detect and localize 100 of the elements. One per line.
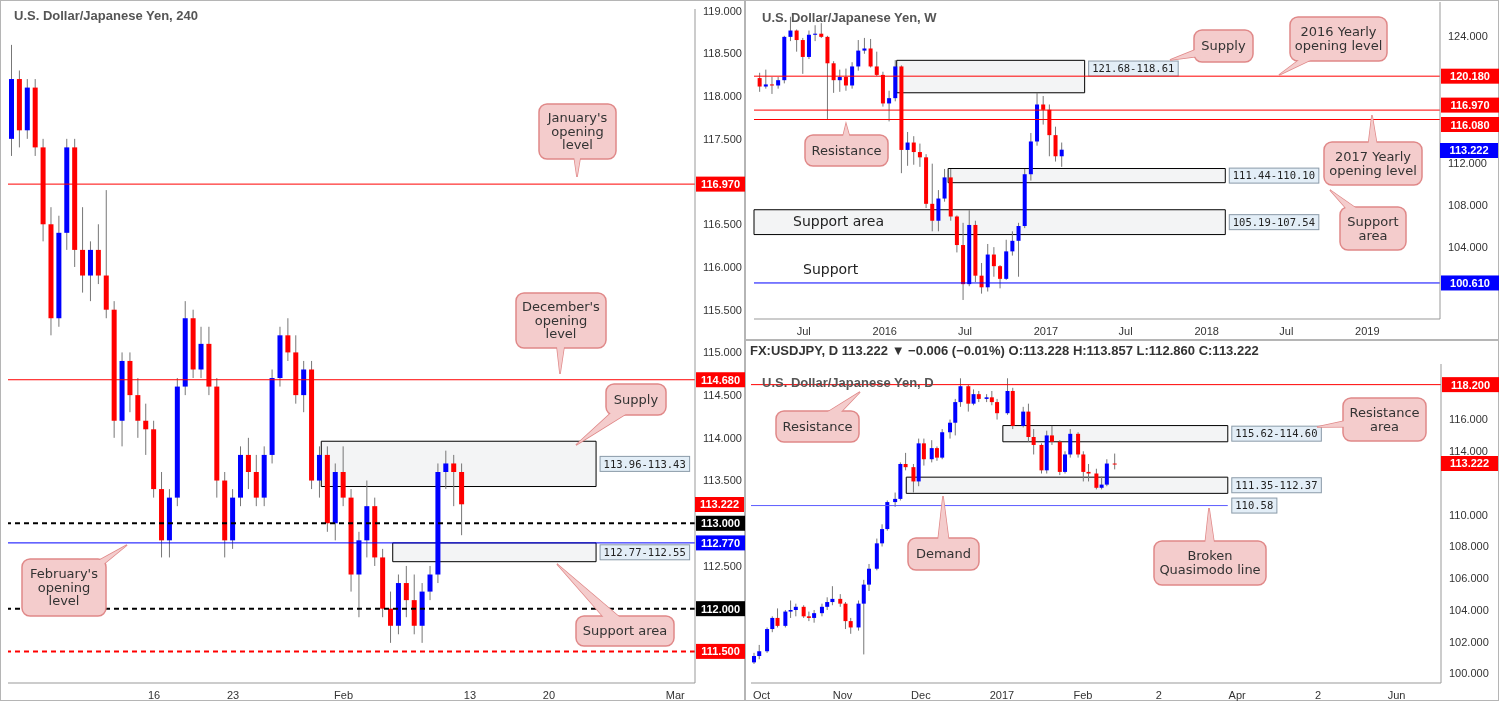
y-tick-label: 104.000	[1448, 241, 1488, 254]
y-tick-label: 119.000	[703, 4, 742, 17]
x-tick-label: Jun	[1387, 688, 1406, 701]
candlestick	[1063, 450, 1068, 475]
x-tick-label: Jul	[957, 324, 972, 337]
x-tick-label: 2016	[872, 324, 898, 337]
x-tick-label: 23	[226, 688, 240, 701]
candlestick	[850, 61, 855, 90]
candlestick	[763, 69, 768, 90]
candlestick	[930, 163, 935, 232]
candlestick	[1081, 450, 1086, 482]
y-tick-label: 114.000	[1449, 445, 1488, 458]
candlestick	[830, 585, 835, 606]
candlestick	[917, 143, 922, 168]
x-tick-label: 13	[463, 688, 477, 701]
y-tick-label: 115.500	[703, 303, 742, 316]
annotation: Supply	[1194, 30, 1253, 62]
candlestick	[285, 317, 291, 362]
ref-line-label: 111.500	[701, 645, 740, 658]
x-tick-label: Apr	[1228, 688, 1247, 701]
x-tick-label: Oct	[752, 688, 771, 701]
candlestick	[794, 28, 799, 53]
annotation: Resistance	[805, 135, 888, 166]
candlestick	[1068, 428, 1073, 459]
candlestick	[995, 398, 1000, 421]
candlestick	[806, 611, 811, 622]
candlestick	[788, 599, 793, 619]
candlestick	[958, 377, 963, 408]
x-tick-label: Nov	[832, 688, 853, 701]
annotation: Resistance	[776, 411, 859, 442]
candlestick	[812, 609, 817, 624]
candlestick	[800, 37, 805, 75]
y-tick-label: 108.000	[1449, 540, 1489, 553]
candlestick	[403, 565, 409, 618]
candlestick	[929, 439, 934, 463]
band-label: 115.62-114.60	[1235, 427, 1318, 440]
ref-line-label: 120.180	[1450, 70, 1490, 83]
text: 113.222	[1440, 142, 1498, 158]
band-label: 112.77-112.55	[603, 546, 686, 559]
annotation: Supply	[606, 384, 666, 415]
ref-line-label: 118.200	[1450, 378, 1491, 391]
candlestick	[837, 69, 842, 93]
candlestick	[953, 398, 958, 436]
candlestick	[1005, 377, 1010, 416]
text: 113.222	[1441, 455, 1498, 471]
candlestick	[776, 76, 781, 90]
y-tick-label: 112.500	[703, 559, 742, 572]
candlestick	[1053, 126, 1058, 163]
candlestick	[806, 30, 811, 60]
annotation: Support area	[793, 213, 885, 229]
chart-subtitle: FX:USDJPY, D 113.222 ▼ −0.006 (−0.01%) O:113.228 H:113.857 L:112.860 C:113.222	[750, 343, 1259, 358]
candlestick	[856, 39, 861, 72]
text: 113.222	[695, 496, 744, 512]
candlestick	[843, 601, 848, 630]
band-label: 111.44-110.10	[1232, 169, 1315, 182]
band-label: 105.19-107.54	[1232, 215, 1315, 228]
x-tick-label: Jul	[1279, 324, 1294, 337]
ref-line-label: 116.970	[700, 178, 741, 191]
candlestick	[813, 24, 818, 42]
candlestick	[893, 492, 898, 508]
chart-title: U.S. Dollar/Japanese Yen, 240	[14, 8, 199, 23]
annotation: Support area	[576, 616, 674, 646]
y-tick-label: 116.500	[703, 218, 742, 231]
candlestick	[942, 168, 947, 203]
ref-line-label: 114.680	[700, 373, 741, 386]
y-tick-label: 102.000	[1449, 635, 1489, 648]
ref-line-label: 113.000	[700, 517, 741, 530]
annotation: 2017 Yearly opening level	[1324, 142, 1422, 185]
y-tick-label: 112.000	[1448, 156, 1487, 169]
x-tick-label: Feb	[334, 688, 354, 701]
y-tick-label: 110.000	[1449, 508, 1488, 521]
candlestick	[880, 523, 885, 548]
band-label: 121.68-118.61	[1092, 62, 1175, 75]
y-tick-label: 100.000	[1449, 667, 1489, 680]
y-tick-label: 106.000	[1449, 572, 1489, 585]
text: U.S. Dollar/Japanese Yen, W	[762, 10, 937, 25]
annotation: Support	[803, 261, 859, 277]
y-tick-label: 117.500	[703, 132, 742, 145]
y-tick-label: 104.000	[1449, 603, 1489, 616]
candlestick	[921, 438, 926, 467]
candlestick	[245, 437, 251, 490]
y-tick-label: 114.500	[703, 389, 742, 402]
y-tick-label: 124.000	[1448, 29, 1488, 42]
candlestick	[1094, 468, 1099, 490]
candlestick	[867, 563, 871, 592]
candlestick	[1076, 431, 1081, 459]
band-label: 111.35-112.37	[1235, 479, 1318, 492]
candlestick	[1010, 230, 1015, 257]
candlestick	[991, 246, 996, 278]
candlestick	[788, 16, 793, 42]
band-label: 113.96-113.43	[603, 457, 686, 470]
x-tick-label: 2019	[1355, 324, 1380, 337]
candlestick	[936, 189, 941, 232]
candlestick	[1021, 406, 1026, 428]
candlestick	[998, 264, 1003, 289]
x-tick-label: Jul	[1118, 324, 1133, 337]
y-tick-label: 116.000	[703, 260, 742, 273]
candlestick	[861, 579, 866, 655]
candlestick	[443, 450, 449, 490]
candlestick	[819, 603, 824, 617]
